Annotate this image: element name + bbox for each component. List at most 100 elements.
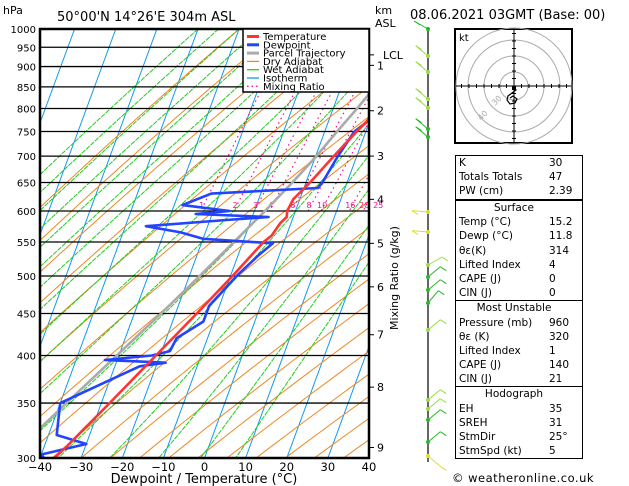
stat-label: EH: [459, 402, 474, 415]
temperature-axis: −40 −30 −20 −10 0 10 20 30 40: [28, 460, 376, 474]
isotherm-line: [286, 233, 369, 458]
y-tick-label: 900: [17, 63, 36, 74]
stat-value: 30: [549, 157, 563, 169]
km-tick-label: 1: [377, 59, 384, 72]
stat-label: PW (cm): [459, 185, 504, 198]
dry-adiabat-line: [168, 303, 369, 458]
y-tick-label: 600: [17, 207, 36, 218]
stat-value: 0: [549, 287, 556, 300]
dry-adiabat-line: [51, 200, 369, 458]
stat-value: 15.2: [549, 216, 573, 229]
location-title: 50°00'N 14°26'E 304m ASL: [57, 10, 236, 25]
wind-barb-dot: [426, 97, 430, 101]
wind-barb-flag: [440, 279, 447, 285]
wind-barb: [427, 431, 441, 443]
wind-barbs: [411, 20, 449, 471]
x-tick-label: −30: [69, 460, 93, 474]
wet-adiabat-line: [40, 43, 369, 363]
km-tick-label: 9: [377, 441, 384, 454]
dry-adiabat-line: [197, 327, 369, 458]
y-tick-label: 700: [17, 152, 36, 163]
datetime-title: 08.06.2021 03GMT (Base: 00): [410, 8, 605, 23]
stat-row: CAPE (J) 140: [456, 358, 582, 372]
stat-row: StmSpd (kt) 5: [456, 444, 582, 458]
wet-adiabat-line: [235, 261, 369, 458]
asl-label: ASL: [375, 17, 397, 30]
wind-barb: [427, 398, 441, 410]
wet-adiabat-line: [57, 123, 369, 458]
wind-barb-flag: [415, 61, 422, 67]
mixing-ratio-line: [362, 198, 369, 212]
stat-label: CIN (J): [459, 287, 492, 300]
copyright-link[interactable]: © weatheronline.co.uk: [452, 471, 595, 485]
wet-adiabat-line: [40, 94, 369, 432]
stat-row: θε(K) 314: [456, 244, 582, 258]
y-tick-label: 400: [17, 351, 36, 362]
isotherm-line: [40, 29, 158, 348]
wet-adiabat-line: [40, 29, 363, 335]
stat-value: 11.8: [549, 230, 573, 243]
wind-barb-dot: [426, 328, 430, 332]
most-unstable-title: Most Unstable: [476, 302, 552, 315]
wind-barb-flag: [441, 256, 449, 262]
isotherm-line: [40, 29, 76, 125]
wind-barb: [427, 266, 441, 278]
wind-barb-dot: [426, 54, 430, 58]
isotherm-line: [327, 344, 369, 458]
stat-value: 25°: [549, 431, 568, 443]
wind-barb-dot: [426, 301, 430, 305]
stat-label: StmDir: [459, 431, 496, 443]
stat-label: Dewp (°C): [459, 230, 513, 243]
x-tick-label: 30: [321, 460, 336, 474]
stat-row: EH 35: [456, 402, 582, 416]
wind-barb-flag: [440, 465, 447, 471]
mixing-ratio-label: 25: [373, 201, 383, 210]
mixing-ratio-label: 1: [199, 201, 204, 210]
wind-barb-flag: [415, 88, 422, 94]
y-tick-label: 450: [17, 310, 36, 321]
km-tick-label: LCL: [383, 49, 404, 62]
stat-label: Totals Totals: [459, 171, 523, 184]
y-tick-label: 750: [17, 128, 36, 139]
wind-barb-flag: [413, 20, 421, 26]
stat-label: K: [459, 157, 466, 169]
stat-row: CIN (J) 0: [456, 286, 582, 300]
wind-barb-flag: [415, 126, 422, 132]
wind-barb-dot: [426, 127, 430, 131]
hodograph-trace: [506, 86, 518, 105]
stat-label: CAPE (J): [459, 359, 502, 372]
surface-title: Surface: [493, 202, 534, 214]
stat-value: 0: [549, 272, 556, 285]
stat-row-totals: Totals Totals 47: [456, 170, 582, 184]
wind-barb: [412, 230, 429, 233]
stat-row: Pressure (mb) 960: [456, 316, 582, 330]
legend-label: Dewpoint: [263, 40, 311, 51]
wind-barb-flag: [415, 97, 422, 103]
stat-value: 320: [549, 330, 570, 343]
stat-label: SREH: [459, 416, 488, 429]
isotherm-line: [204, 29, 363, 458]
wind-barb-dot: [426, 407, 430, 411]
wind-barb-dot: [426, 70, 430, 74]
stat-row: θε (K) 320: [456, 330, 582, 344]
wind-barb-dot: [426, 288, 430, 292]
x-tick-label: 20: [279, 460, 294, 474]
wind-barb-flag: [440, 389, 447, 395]
hodograph-title: Hodograph: [484, 388, 544, 401]
y-tick-label: 800: [17, 105, 36, 116]
y-tick-label: 650: [17, 178, 36, 189]
wind-barb-flag: [440, 398, 447, 404]
km-tick-label: 3: [377, 150, 384, 163]
dry-adiabat-line: [80, 227, 369, 458]
wind-barb: [427, 455, 441, 467]
pressure-axis: 300 350 400 450 500 550 600 650 700 750 800 850 900 9…: [11, 25, 36, 465]
x-tick-label: 0: [201, 460, 208, 474]
km-tick-label: 6: [377, 281, 384, 294]
stat-row-k: K 30: [456, 156, 582, 170]
wind-barb-flag: [440, 266, 447, 272]
isotherm-line: [80, 29, 240, 458]
